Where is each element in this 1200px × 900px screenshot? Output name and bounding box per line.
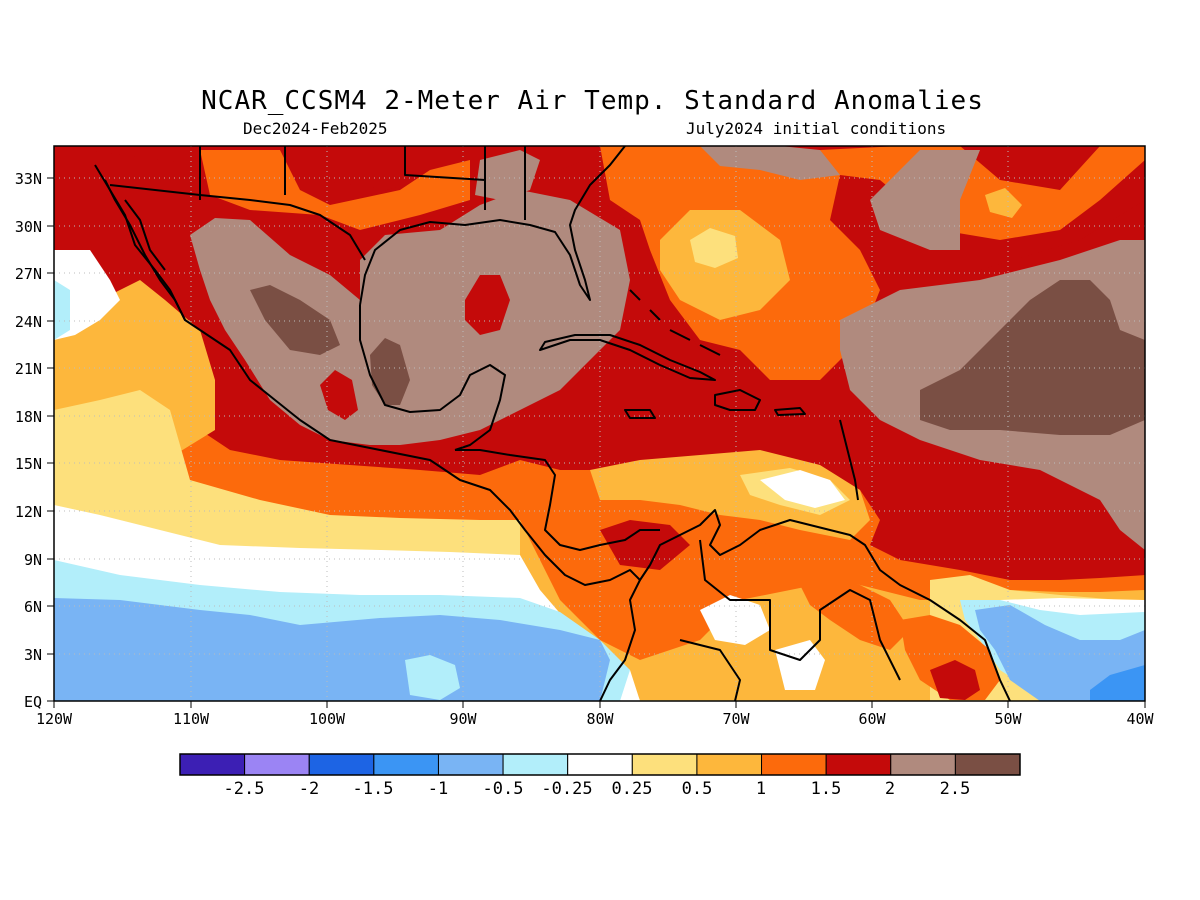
lat-label: 12N — [15, 503, 42, 521]
colorbar-swatch — [308, 753, 375, 776]
colorbar-swatch — [373, 753, 439, 776]
lat-label: EQ — [24, 693, 42, 711]
colorbar-labels: -2.5 -2 -1.5 -1 -0.5 -0.25 0.25 0.5 1 1.… — [224, 779, 971, 799]
colorbar-swatch — [761, 753, 827, 776]
colorbar-label: -0.25 — [541, 779, 592, 799]
colorbar — [179, 753, 1021, 776]
colorbar-swatch — [954, 753, 1021, 776]
map-frame — [53, 145, 1146, 702]
colorbar-label: -1.5 — [353, 779, 394, 799]
colorbar-swatch — [502, 753, 569, 776]
colorbar-label: 1.5 — [811, 779, 842, 799]
lon-label: 100W — [309, 710, 346, 728]
colorbar-swatch — [631, 753, 698, 776]
colorbar-label: -2 — [299, 779, 319, 799]
coastlines — [94, 146, 1011, 701]
lat-label: 33N — [15, 170, 42, 188]
forecast-period: Dec2024-Feb2025 — [243, 119, 388, 138]
map-title: NCAR_CCSM4 2-Meter Air Temp. Standard An… — [201, 86, 984, 116]
lat-label: 15N — [15, 455, 42, 473]
colorbar-label: -0.5 — [483, 779, 524, 799]
lon-label: 40W — [1126, 710, 1154, 728]
grid-lines — [54, 146, 1145, 701]
lat-label: 3N — [24, 646, 42, 664]
colorbar-swatch — [179, 753, 246, 776]
colorbar-swatch — [567, 753, 633, 776]
colorbar-label: 2.5 — [940, 779, 971, 799]
lat-label: 18N — [15, 408, 42, 426]
lat-label: 21N — [15, 360, 42, 378]
anomaly-fields — [54, 146, 1145, 701]
lat-label: 6N — [24, 598, 42, 616]
lon-label: 80W — [586, 710, 614, 728]
lon-labels: 120W 110W 100W 90W 80W 70W 60W 50W 40W — [36, 710, 1155, 728]
colorbar-swatch — [696, 753, 763, 776]
initial-conditions: July2024 initial conditions — [686, 119, 947, 138]
lon-label: 110W — [173, 710, 210, 728]
colorbar-label: -1 — [428, 779, 448, 799]
colorbar-label: 2 — [885, 779, 895, 799]
colorbar-swatch — [825, 753, 892, 776]
lon-label: 60W — [858, 710, 886, 728]
lat-labels: 33N 30N 27N 24N 21N 18N 15N 12N 9N 6N 3N… — [15, 170, 42, 711]
lon-label: 120W — [36, 710, 73, 728]
lat-label: 27N — [15, 265, 42, 283]
colorbar-label: -2.5 — [224, 779, 265, 799]
colorbar-label: 0.5 — [682, 779, 713, 799]
colorbar-label: 1 — [756, 779, 766, 799]
colorbar-swatch — [437, 753, 504, 776]
lat-label: 9N — [24, 551, 42, 569]
lat-label: 24N — [15, 313, 42, 331]
lon-label: 90W — [449, 710, 477, 728]
colorbar-swatch — [890, 753, 956, 776]
colorbar-label: 0.25 — [612, 779, 653, 799]
axis-ticks — [47, 177, 1146, 708]
colorbar-swatch — [244, 753, 310, 776]
lat-label: 30N — [15, 218, 42, 236]
lon-label: 70W — [722, 710, 750, 728]
lon-label: 50W — [994, 710, 1022, 728]
